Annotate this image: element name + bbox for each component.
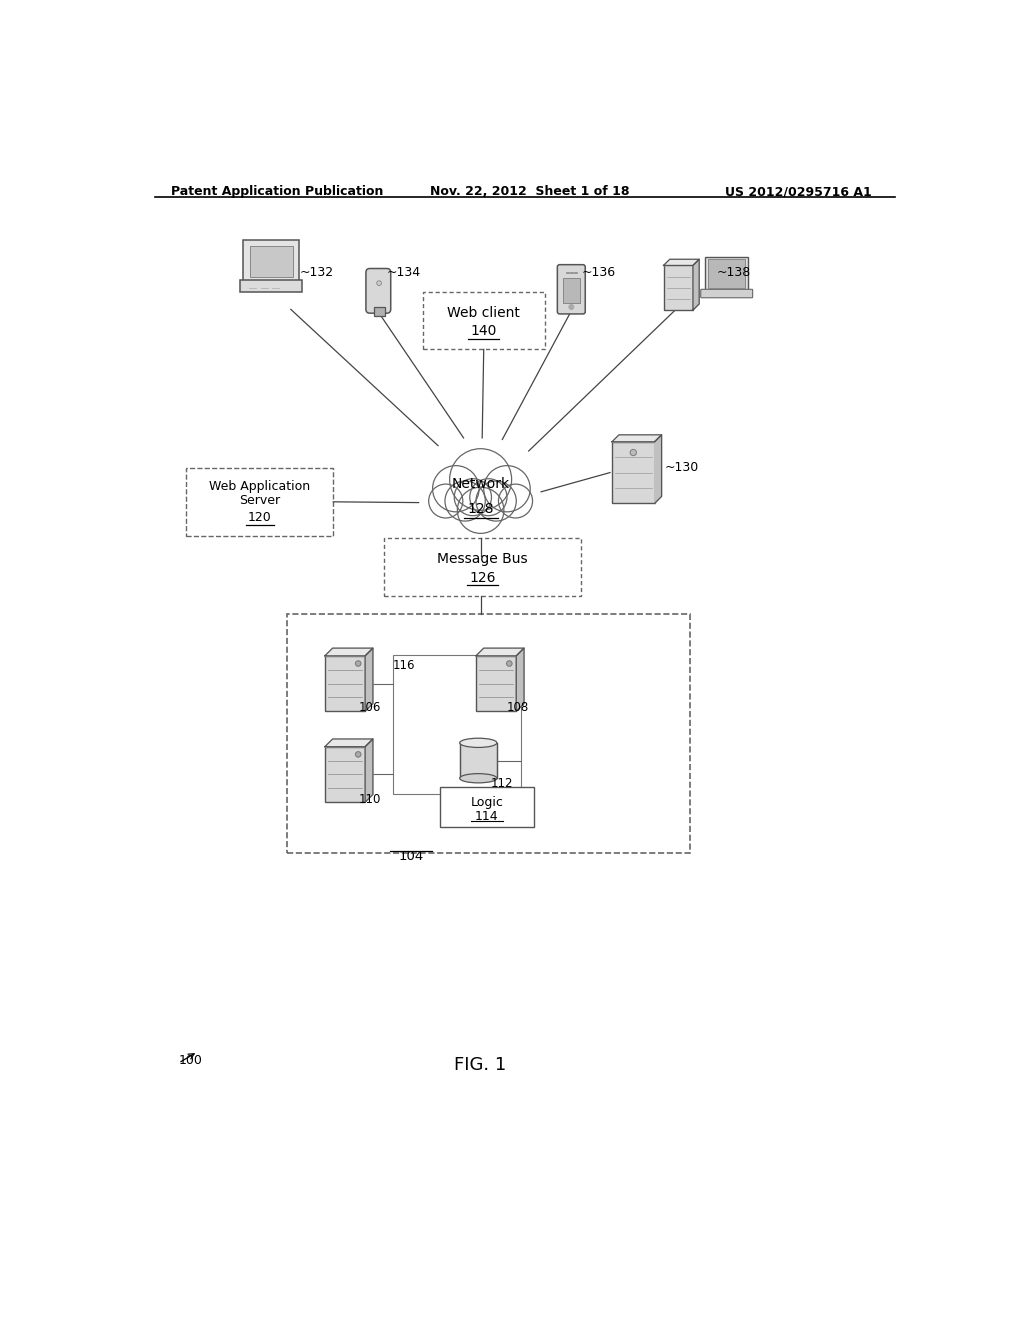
FancyBboxPatch shape (241, 280, 302, 292)
Text: 100: 100 (178, 1055, 203, 1068)
Text: ~130: ~130 (665, 462, 698, 474)
Text: ~134: ~134 (387, 265, 421, 279)
Text: FIG. 1: FIG. 1 (455, 1056, 507, 1074)
Bar (439, 787, 535, 826)
Text: 108: 108 (506, 701, 528, 714)
Polygon shape (366, 739, 373, 803)
Bar (706, 257, 748, 292)
FancyBboxPatch shape (366, 268, 391, 313)
Text: 114: 114 (475, 810, 499, 824)
Bar (423, 292, 545, 350)
Circle shape (483, 466, 530, 512)
Polygon shape (325, 648, 373, 656)
Circle shape (355, 751, 360, 758)
Polygon shape (664, 259, 699, 265)
Text: Web client: Web client (447, 306, 520, 319)
Bar (612, 442, 654, 503)
Circle shape (458, 487, 504, 533)
Bar (460, 743, 497, 779)
Text: Network: Network (452, 477, 510, 491)
Circle shape (476, 480, 516, 521)
Polygon shape (366, 648, 373, 711)
Circle shape (630, 450, 636, 455)
Bar (250, 247, 293, 277)
Text: 128: 128 (467, 502, 494, 516)
Text: Patent Application Publication: Patent Application Publication (171, 185, 383, 198)
FancyBboxPatch shape (557, 264, 586, 314)
Text: Web Application: Web Application (209, 480, 310, 492)
Ellipse shape (460, 738, 497, 747)
Bar (325, 747, 366, 803)
Text: 120: 120 (248, 511, 271, 524)
Text: Message Bus: Message Bus (437, 552, 528, 566)
Text: 112: 112 (490, 777, 513, 791)
Text: 106: 106 (359, 701, 381, 714)
Bar (664, 265, 693, 310)
Bar (186, 469, 334, 536)
Bar (476, 656, 516, 711)
Circle shape (432, 466, 479, 512)
Text: Nov. 22, 2012  Sheet 1 of 18: Nov. 22, 2012 Sheet 1 of 18 (430, 185, 630, 198)
FancyBboxPatch shape (700, 289, 753, 298)
Circle shape (507, 661, 512, 667)
FancyBboxPatch shape (244, 240, 299, 284)
Text: ~132: ~132 (300, 265, 334, 279)
Polygon shape (612, 434, 662, 442)
Text: 126: 126 (469, 570, 496, 585)
Text: 110: 110 (359, 792, 381, 805)
Circle shape (377, 281, 381, 285)
Text: 104: 104 (398, 850, 424, 863)
Polygon shape (654, 434, 662, 503)
Bar (393, 655, 521, 793)
Ellipse shape (460, 774, 497, 783)
Polygon shape (693, 259, 699, 310)
Circle shape (455, 479, 492, 516)
Bar (709, 259, 744, 288)
Text: Logic: Logic (470, 796, 503, 809)
Bar (287, 614, 690, 853)
Bar (325, 656, 366, 711)
Bar (563, 277, 580, 304)
Text: ~136: ~136 (582, 265, 615, 279)
Text: US 2012/0295716 A1: US 2012/0295716 A1 (725, 185, 871, 198)
Circle shape (429, 484, 463, 517)
Circle shape (355, 661, 360, 667)
Circle shape (569, 305, 573, 309)
Bar (384, 539, 582, 595)
Circle shape (499, 484, 532, 517)
Text: 116: 116 (393, 659, 416, 672)
Polygon shape (476, 648, 524, 656)
Polygon shape (325, 739, 373, 747)
Text: 140: 140 (471, 325, 497, 338)
Circle shape (445, 480, 485, 521)
Polygon shape (516, 648, 524, 711)
Circle shape (470, 479, 507, 516)
Bar (374, 308, 385, 317)
Circle shape (450, 449, 512, 511)
Text: Server: Server (240, 494, 281, 507)
Text: ~138: ~138 (717, 265, 752, 279)
